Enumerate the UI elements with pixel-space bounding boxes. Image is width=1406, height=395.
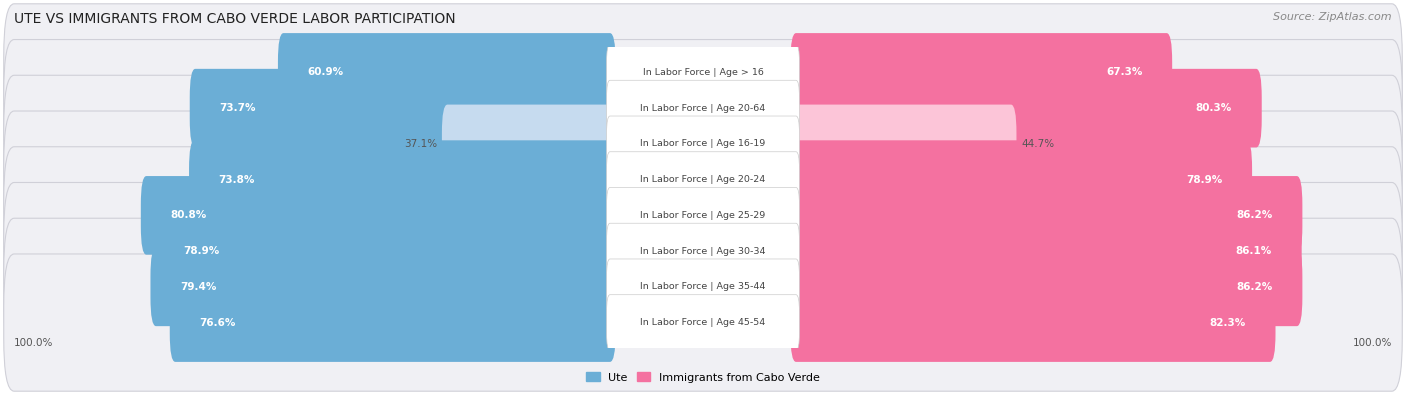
Text: In Labor Force | Age 20-24: In Labor Force | Age 20-24 [640, 175, 766, 184]
Text: 80.3%: 80.3% [1197, 103, 1232, 113]
FancyBboxPatch shape [188, 140, 616, 219]
Text: 76.6%: 76.6% [200, 318, 236, 327]
Text: In Labor Force | Age 35-44: In Labor Force | Age 35-44 [640, 282, 766, 292]
FancyBboxPatch shape [790, 176, 1302, 255]
Text: 86.2%: 86.2% [1236, 282, 1272, 292]
FancyBboxPatch shape [153, 212, 616, 290]
FancyBboxPatch shape [4, 218, 1402, 356]
FancyBboxPatch shape [606, 152, 800, 207]
Text: 44.7%: 44.7% [1021, 139, 1054, 149]
FancyBboxPatch shape [790, 69, 1261, 147]
FancyBboxPatch shape [278, 33, 616, 112]
FancyBboxPatch shape [4, 75, 1402, 213]
Legend: Ute, Immigrants from Cabo Verde: Ute, Immigrants from Cabo Verde [582, 368, 824, 387]
FancyBboxPatch shape [790, 283, 1275, 362]
FancyBboxPatch shape [606, 80, 800, 136]
FancyBboxPatch shape [4, 111, 1402, 248]
Text: 86.2%: 86.2% [1236, 211, 1272, 220]
FancyBboxPatch shape [150, 248, 616, 326]
Text: 86.1%: 86.1% [1236, 246, 1272, 256]
Text: In Labor Force | Age 30-34: In Labor Force | Age 30-34 [640, 246, 766, 256]
FancyBboxPatch shape [790, 248, 1302, 326]
FancyBboxPatch shape [606, 45, 800, 100]
FancyBboxPatch shape [606, 188, 800, 243]
FancyBboxPatch shape [4, 254, 1402, 391]
Text: 79.4%: 79.4% [180, 282, 217, 292]
Text: 78.9%: 78.9% [184, 246, 219, 256]
Text: 100.0%: 100.0% [1353, 338, 1392, 348]
Text: 78.9%: 78.9% [1187, 175, 1222, 184]
FancyBboxPatch shape [790, 33, 1173, 112]
Text: 73.8%: 73.8% [219, 175, 254, 184]
FancyBboxPatch shape [141, 176, 616, 255]
Text: 100.0%: 100.0% [14, 338, 53, 348]
Text: In Labor Force | Age 16-19: In Labor Force | Age 16-19 [640, 139, 766, 149]
Text: In Labor Force | Age 45-54: In Labor Force | Age 45-54 [640, 318, 766, 327]
FancyBboxPatch shape [170, 283, 616, 362]
Text: Source: ZipAtlas.com: Source: ZipAtlas.com [1274, 12, 1392, 22]
FancyBboxPatch shape [790, 212, 1302, 290]
FancyBboxPatch shape [790, 140, 1253, 219]
Text: 73.7%: 73.7% [219, 103, 256, 113]
Text: 37.1%: 37.1% [404, 139, 437, 149]
Text: In Labor Force | Age 20-64: In Labor Force | Age 20-64 [640, 103, 766, 113]
Text: 60.9%: 60.9% [308, 68, 343, 77]
FancyBboxPatch shape [606, 116, 800, 172]
FancyBboxPatch shape [4, 182, 1402, 320]
FancyBboxPatch shape [790, 105, 1017, 183]
Text: 80.8%: 80.8% [170, 211, 207, 220]
FancyBboxPatch shape [441, 105, 616, 183]
Text: UTE VS IMMIGRANTS FROM CABO VERDE LABOR PARTICIPATION: UTE VS IMMIGRANTS FROM CABO VERDE LABOR … [14, 12, 456, 26]
Text: In Labor Force | Age > 16: In Labor Force | Age > 16 [643, 68, 763, 77]
FancyBboxPatch shape [4, 4, 1402, 141]
Text: 67.3%: 67.3% [1107, 68, 1143, 77]
FancyBboxPatch shape [4, 147, 1402, 284]
FancyBboxPatch shape [190, 69, 616, 147]
Text: In Labor Force | Age 25-29: In Labor Force | Age 25-29 [640, 211, 766, 220]
FancyBboxPatch shape [606, 223, 800, 279]
FancyBboxPatch shape [606, 259, 800, 315]
Text: 82.3%: 82.3% [1209, 318, 1246, 327]
FancyBboxPatch shape [606, 295, 800, 350]
FancyBboxPatch shape [4, 40, 1402, 177]
